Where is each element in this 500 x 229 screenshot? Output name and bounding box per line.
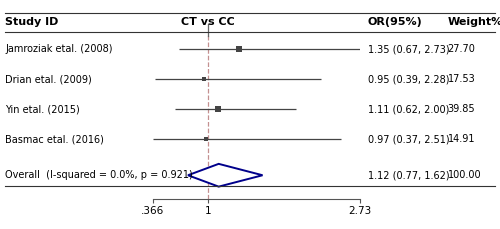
Text: 39.85: 39.85 <box>448 104 475 114</box>
Text: Drian etal. (2009): Drian etal. (2009) <box>5 74 92 84</box>
Text: 0.95 (0.39, 2.28): 0.95 (0.39, 2.28) <box>368 74 449 84</box>
Text: 100.00: 100.00 <box>448 170 481 180</box>
Text: Basmac etal. (2016): Basmac etal. (2016) <box>5 134 104 144</box>
Text: Yin etal. (2015): Yin etal. (2015) <box>5 104 80 114</box>
Text: 14.91: 14.91 <box>448 134 475 144</box>
Text: 0.97 (0.37, 2.51): 0.97 (0.37, 2.51) <box>368 134 449 144</box>
Polygon shape <box>188 164 262 187</box>
Text: Jamroziak etal. (2008): Jamroziak etal. (2008) <box>5 44 112 54</box>
Text: Overall  (I-squared = 0.0%, p = 0.921): Overall (I-squared = 0.0%, p = 0.921) <box>5 170 193 180</box>
Text: 17.53: 17.53 <box>448 74 475 84</box>
Text: OR(95%): OR(95%) <box>368 17 422 27</box>
Text: Weight%: Weight% <box>448 17 500 27</box>
Text: 1.35 (0.67, 2.73): 1.35 (0.67, 2.73) <box>368 44 449 54</box>
Text: 1.12 (0.77, 1.62): 1.12 (0.77, 1.62) <box>368 170 449 180</box>
Text: 1.11 (0.62, 2.00): 1.11 (0.62, 2.00) <box>368 104 449 114</box>
Text: CT vs CC: CT vs CC <box>182 17 235 27</box>
Text: Study ID: Study ID <box>5 17 59 27</box>
Text: 27.70: 27.70 <box>448 44 475 54</box>
